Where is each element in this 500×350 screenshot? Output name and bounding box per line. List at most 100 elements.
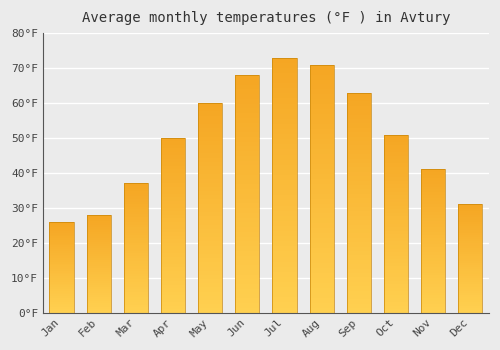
Bar (384, 134, 408, 138)
Bar (421, 250, 445, 252)
Bar (272, 298, 296, 302)
Bar (50, 242, 74, 244)
Bar (272, 287, 296, 292)
Bar (421, 252, 445, 256)
Bar (272, 231, 296, 236)
Bar (421, 224, 445, 227)
Bar (310, 139, 334, 144)
Bar (458, 267, 482, 270)
Bar (124, 274, 148, 276)
Bar (310, 179, 334, 184)
Bar (458, 274, 482, 276)
Bar (236, 85, 260, 89)
Bar (272, 144, 296, 149)
Bar (161, 285, 185, 288)
Bar (310, 303, 334, 308)
Bar (458, 206, 482, 209)
Bar (161, 162, 185, 166)
Bar (272, 180, 296, 185)
Bar (421, 201, 445, 204)
Bar (384, 270, 408, 273)
Bar (198, 111, 222, 116)
Bar (347, 189, 371, 194)
Bar (272, 149, 296, 155)
Bar (272, 129, 296, 134)
Bar (347, 198, 371, 203)
Bar (86, 252, 111, 254)
Bar (124, 196, 148, 199)
Bar (310, 154, 334, 159)
Bar (236, 279, 260, 284)
Bar (198, 183, 222, 187)
Bar (272, 236, 296, 241)
Bar (50, 307, 74, 309)
Bar (124, 194, 148, 196)
Bar (198, 204, 222, 208)
Bar (124, 243, 148, 245)
Bar (310, 65, 334, 313)
Bar (347, 150, 371, 154)
Bar (310, 204, 334, 209)
Bar (421, 258, 445, 261)
Bar (384, 184, 408, 188)
Bar (384, 177, 408, 181)
Bar (272, 68, 296, 73)
Bar (310, 209, 334, 214)
Bar (198, 279, 222, 283)
Bar (236, 222, 260, 227)
Bar (310, 253, 334, 258)
Bar (124, 284, 148, 287)
Bar (272, 201, 296, 205)
Bar (50, 273, 74, 274)
Bar (161, 281, 185, 285)
Bar (50, 276, 74, 278)
Bar (272, 170, 296, 175)
Bar (236, 151, 260, 156)
Bar (161, 271, 185, 274)
Bar (384, 256, 408, 259)
Bar (272, 277, 296, 282)
Bar (236, 184, 260, 189)
Bar (384, 213, 408, 216)
Bar (86, 279, 111, 281)
Bar (310, 119, 334, 124)
Bar (458, 295, 482, 298)
Bar (458, 243, 482, 245)
Bar (458, 252, 482, 254)
Bar (384, 209, 408, 213)
Bar (272, 58, 296, 63)
Bar (86, 229, 111, 231)
Bar (384, 134, 408, 313)
Bar (458, 204, 482, 206)
Bar (86, 278, 111, 279)
Bar (347, 238, 371, 242)
Bar (124, 235, 148, 238)
Bar (272, 251, 296, 257)
Bar (458, 310, 482, 313)
Bar (236, 303, 260, 308)
Bar (236, 94, 260, 99)
Bar (310, 164, 334, 169)
Bar (161, 267, 185, 271)
Bar (161, 176, 185, 180)
Bar (421, 175, 445, 178)
Bar (458, 237, 482, 239)
Bar (198, 103, 222, 313)
Bar (384, 245, 408, 248)
Bar (421, 198, 445, 201)
Bar (86, 225, 111, 226)
Bar (198, 300, 222, 304)
Bar (124, 191, 148, 194)
Bar (161, 236, 185, 239)
Bar (198, 225, 222, 229)
Bar (272, 78, 296, 83)
Bar (458, 308, 482, 310)
Bar (421, 267, 445, 270)
Bar (310, 184, 334, 189)
Bar (161, 159, 185, 162)
Bar (124, 189, 148, 191)
Bar (236, 118, 260, 122)
Bar (198, 250, 222, 254)
Bar (124, 307, 148, 310)
Bar (310, 198, 334, 204)
